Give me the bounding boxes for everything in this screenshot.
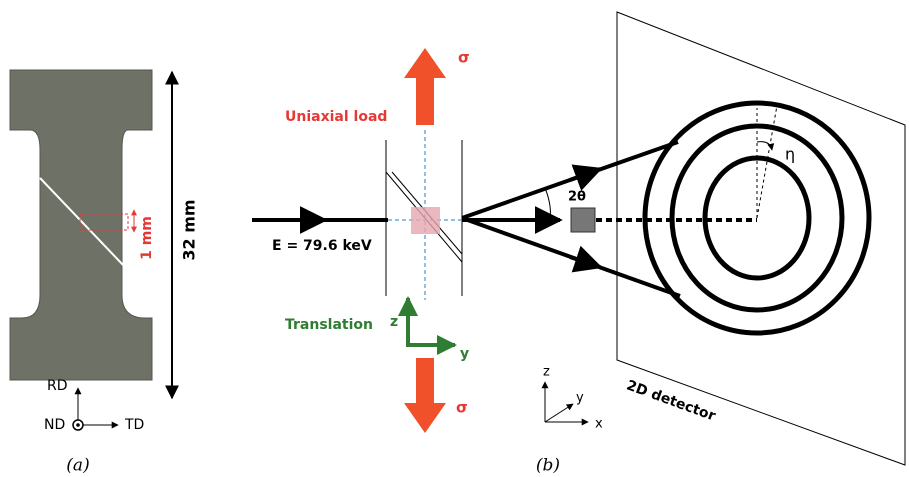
gauge-volume <box>411 207 440 234</box>
load-label: Uniaxial load <box>285 109 387 125</box>
translation-y-label: y <box>460 346 469 362</box>
beam-stop <box>570 207 596 233</box>
caption-a: (a) <box>66 456 89 476</box>
lab-x-label: x <box>595 417 603 432</box>
load-arrow-up <box>404 48 446 125</box>
gauge-box <box>79 213 129 231</box>
length-label: 32 mm <box>180 199 199 260</box>
panel-b: η E = 79.6 keV 2θ σ σ Uniaxial load Tran… <box>252 11 906 476</box>
load-arrow-down <box>404 358 446 433</box>
cone-bottom-arrow <box>569 245 603 273</box>
specimen <box>9 69 153 381</box>
detector-label: 2D detector <box>624 377 717 424</box>
eta-label: η <box>785 145 795 164</box>
two-theta-arc <box>544 187 551 221</box>
caption-b: (b) <box>536 456 560 476</box>
td-label: TD <box>124 417 144 433</box>
translation-label: Translation <box>285 317 373 333</box>
sigma-top: σ <box>458 49 470 67</box>
lab-y-axis <box>544 403 574 423</box>
detector-plane <box>616 11 906 466</box>
lab-y-label: y <box>576 391 584 406</box>
ring-outer <box>642 100 872 336</box>
sigma-bottom: σ <box>456 399 468 417</box>
translation-z-label: z <box>390 314 398 330</box>
panel-a: 1 mm 32 mm RD ND TD (a) <box>9 69 199 476</box>
rd-label: RD <box>47 378 68 394</box>
eta-ray <box>756 99 779 219</box>
cone-top-arrow <box>569 164 603 191</box>
lab-z-label: z <box>543 365 550 380</box>
eta-arc <box>756 141 775 151</box>
two-theta-label: 2θ <box>568 190 586 205</box>
crack <box>39 177 125 267</box>
energy-label: E = 79.6 keV <box>272 238 372 254</box>
nd-dot <box>76 423 80 427</box>
nd-label: ND <box>44 417 65 433</box>
gauge-label: 1 mm <box>139 216 155 260</box>
